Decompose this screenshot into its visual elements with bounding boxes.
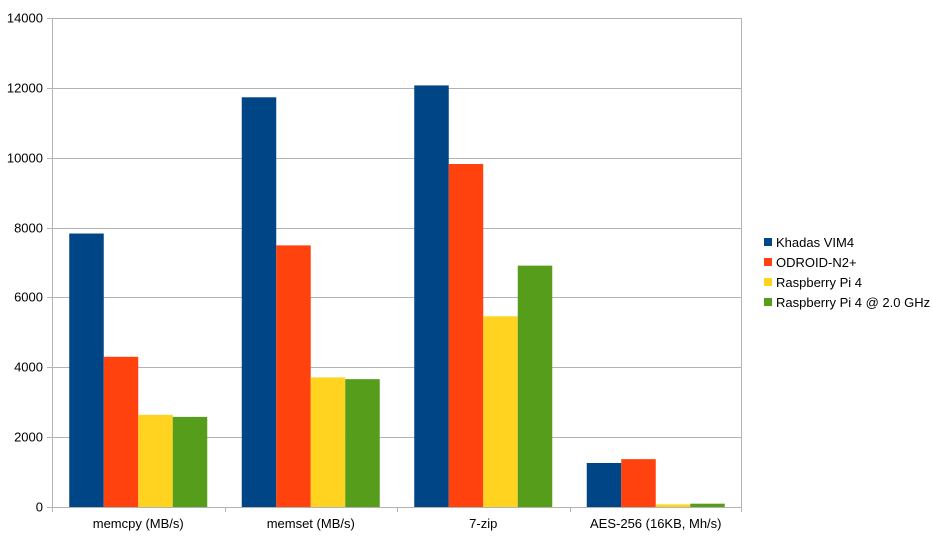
bar-3-2 bbox=[655, 504, 691, 507]
y-tick-label-2000: 2000 bbox=[14, 430, 43, 445]
y-tick-label-10000: 10000 bbox=[7, 151, 43, 166]
x-tick-label-3: AES-256 (16KB, Mh/s) bbox=[590, 516, 722, 531]
y-tick-labels: 0 2000 4000 6000 8000 10000 12000 14000 bbox=[7, 11, 43, 515]
bar-2-2 bbox=[483, 316, 518, 507]
bar-3-0 bbox=[586, 462, 622, 507]
x-tick-label-0: memcpy (MB/s) bbox=[93, 516, 184, 531]
bar-2-1 bbox=[448, 164, 484, 507]
bar-0-0 bbox=[69, 233, 104, 508]
legend-label-1: ODROID-N2+ bbox=[776, 255, 857, 270]
legend-swatch-2 bbox=[764, 278, 772, 286]
bar-2-0 bbox=[414, 85, 449, 507]
bar-0-3 bbox=[172, 416, 208, 507]
bar-1-2 bbox=[310, 377, 346, 507]
bar-1-0 bbox=[241, 97, 277, 508]
y-tick-label-4000: 4000 bbox=[14, 360, 43, 375]
bar-3-3 bbox=[690, 503, 725, 507]
y-tick-label-0: 0 bbox=[36, 500, 43, 515]
legend-label-2: Raspberry Pi 4 bbox=[776, 275, 862, 290]
x-tick-label-1: memset (MB/s) bbox=[267, 516, 355, 531]
bar-0-2 bbox=[138, 414, 173, 507]
bar-3-1 bbox=[621, 459, 656, 507]
bar-1-3 bbox=[345, 379, 380, 507]
y-tick-label-12000: 12000 bbox=[7, 81, 43, 96]
bar-0-1 bbox=[103, 356, 139, 507]
y-tick-label-8000: 8000 bbox=[14, 221, 43, 236]
x-tick-label-2: 7-zip bbox=[469, 516, 497, 531]
legend-label-3: Raspberry Pi 4 @ 2.0 GHz bbox=[776, 295, 930, 310]
bars bbox=[69, 85, 725, 508]
axes bbox=[52, 18, 742, 512]
y-tick-label-14000: 14000 bbox=[7, 11, 43, 26]
x-tick-labels: memcpy (MB/s) memset (MB/s) 7-zip AES-256 (… bbox=[93, 516, 722, 531]
legend-swatch-3 bbox=[764, 298, 772, 306]
bar-1-1 bbox=[276, 245, 311, 507]
bar-2-3 bbox=[517, 265, 553, 507]
legend-swatch-0 bbox=[764, 238, 772, 246]
legend-label-0: Khadas VIM4 bbox=[776, 235, 854, 250]
y-tick-label-6000: 6000 bbox=[14, 290, 43, 305]
legend-swatch-1 bbox=[764, 258, 772, 266]
legend: Khadas VIM4 ODROID-N2+ Raspberry Pi 4 Raspb… bbox=[764, 235, 930, 310]
